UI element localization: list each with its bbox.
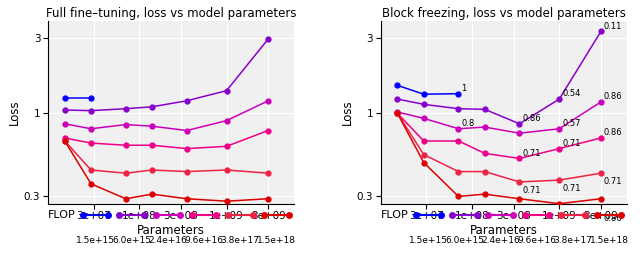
Text: 0.11: 0.11 — [604, 22, 622, 31]
Text: 0.86: 0.86 — [604, 92, 622, 101]
Text: 0.86: 0.86 — [522, 114, 541, 123]
Text: FLOP: FLOP — [48, 210, 76, 220]
Text: 3.8e+17: 3.8e+17 — [554, 236, 593, 245]
Text: 0.8: 0.8 — [461, 119, 474, 128]
Text: 1.5e+18: 1.5e+18 — [589, 236, 628, 245]
Text: 2.4e+16: 2.4e+16 — [148, 236, 188, 245]
Text: 0.86: 0.86 — [604, 214, 622, 223]
Text: 1.5e+18: 1.5e+18 — [257, 236, 296, 245]
Y-axis label: Loss: Loss — [341, 100, 354, 125]
Text: 0.86: 0.86 — [604, 128, 622, 137]
Text: 9.6e+16: 9.6e+16 — [517, 236, 556, 245]
Text: 0.71: 0.71 — [562, 139, 580, 148]
Text: 2.4e+16: 2.4e+16 — [481, 236, 520, 245]
Text: 6.0e+15: 6.0e+15 — [445, 236, 484, 245]
Text: 0.54: 0.54 — [562, 89, 580, 98]
Title: Block freezing, loss vs model parameters: Block freezing, loss vs model parameters — [382, 7, 626, 20]
X-axis label: Parameters: Parameters — [138, 224, 205, 237]
Title: Full fine–tuning, loss vs model parameters: Full fine–tuning, loss vs model paramete… — [46, 7, 296, 20]
Text: 0.71: 0.71 — [522, 186, 541, 195]
Text: 0.71: 0.71 — [562, 184, 580, 193]
Text: 3.8e+17: 3.8e+17 — [221, 236, 260, 245]
Y-axis label: Loss: Loss — [8, 100, 21, 125]
Text: 0.71: 0.71 — [522, 149, 541, 158]
Text: FLOP: FLOP — [381, 210, 408, 220]
Text: 0.71: 0.71 — [604, 177, 622, 186]
Text: 0.57: 0.57 — [562, 119, 580, 128]
Text: 9.6e+16: 9.6e+16 — [184, 236, 223, 245]
Text: 1.5e+15: 1.5e+15 — [409, 236, 448, 245]
Text: 1: 1 — [461, 84, 467, 93]
X-axis label: Parameters: Parameters — [470, 224, 538, 237]
Text: 1.5e+15: 1.5e+15 — [76, 236, 115, 245]
Text: 6.0e+15: 6.0e+15 — [112, 236, 151, 245]
